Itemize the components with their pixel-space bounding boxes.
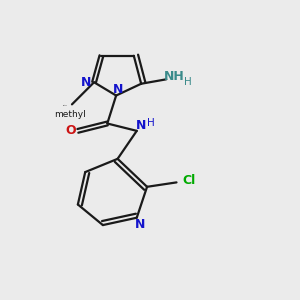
Text: H: H (147, 118, 155, 128)
Text: NH: NH (164, 70, 185, 83)
Text: N: N (134, 218, 145, 231)
Text: Cl: Cl (182, 173, 196, 187)
Text: N: N (136, 119, 146, 132)
Text: O: O (65, 124, 76, 137)
Text: methyl: methyl (55, 110, 86, 119)
Text: N: N (81, 76, 91, 89)
Text: N: N (112, 82, 123, 95)
Text: methyl: methyl (63, 105, 68, 106)
Text: H: H (184, 77, 191, 87)
